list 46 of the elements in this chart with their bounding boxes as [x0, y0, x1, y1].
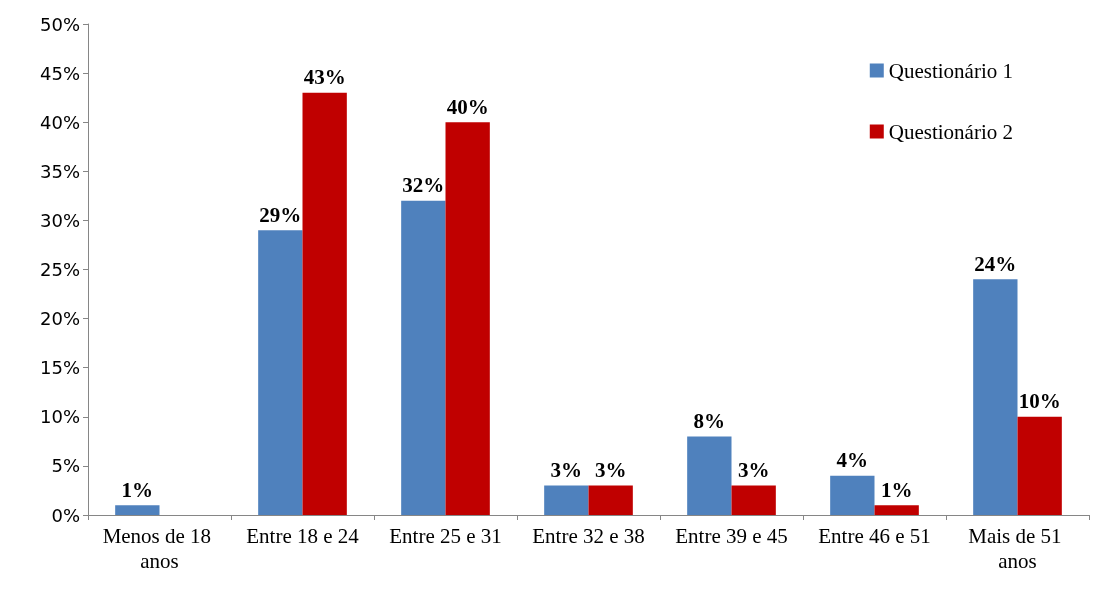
bar [258, 230, 303, 515]
data-label: 24% [974, 251, 1017, 276]
bar [445, 122, 490, 515]
bar [544, 485, 589, 515]
y-tick-label: 15% [39, 357, 80, 379]
y-tick-label: 35% [39, 160, 80, 182]
x-tick-label: Mais de 51 anos [968, 523, 1067, 573]
x-tick-label: Entre 46 e 51 [818, 523, 931, 548]
bar [302, 92, 347, 515]
data-label: 3% [594, 458, 627, 483]
y-tick-label: 30% [39, 209, 80, 231]
data-label: 1% [121, 477, 154, 502]
legend-label: Questionário 1 [888, 58, 1014, 83]
data-label: 43% [303, 65, 346, 90]
bar [973, 279, 1018, 515]
data-label: 29% [259, 202, 302, 227]
data-label: 3% [550, 458, 583, 483]
x-tick-label: Entre 18 e 24 [246, 523, 360, 548]
bar [115, 505, 160, 515]
data-label: 3% [737, 458, 770, 483]
y-tick-label: 45% [39, 62, 80, 84]
x-tick-label: Menos de 18 anos [102, 523, 217, 573]
y-tick-label: 10% [39, 406, 80, 428]
y-tick-label: 50% [39, 13, 80, 35]
bar [874, 505, 919, 515]
bar [1017, 416, 1062, 515]
legend-label: Questionário 2 [888, 119, 1014, 144]
data-label: 4% [836, 448, 869, 473]
y-tick-label: 40% [39, 111, 80, 133]
y-tick-label: 20% [39, 308, 80, 330]
y-tick-label: 25% [39, 259, 80, 280]
y-tick-label: 0% [51, 504, 80, 526]
y-tick-label: 5% [51, 455, 80, 477]
bar [401, 200, 446, 515]
x-tick-label: Entre 25 e 31 [389, 523, 502, 548]
x-tick-label: Entre 39 e 45 [675, 523, 788, 548]
bar [731, 485, 776, 515]
data-label: 8% [693, 408, 726, 433]
data-label: 32% [402, 173, 445, 198]
data-label: 10% [1018, 389, 1061, 414]
data-label: 40% [446, 94, 489, 119]
data-label: 1% [880, 477, 913, 502]
x-tick-label: Entre 32 e 38 [532, 523, 645, 548]
bar [687, 436, 732, 515]
bar [830, 475, 875, 515]
bar [588, 485, 633, 515]
